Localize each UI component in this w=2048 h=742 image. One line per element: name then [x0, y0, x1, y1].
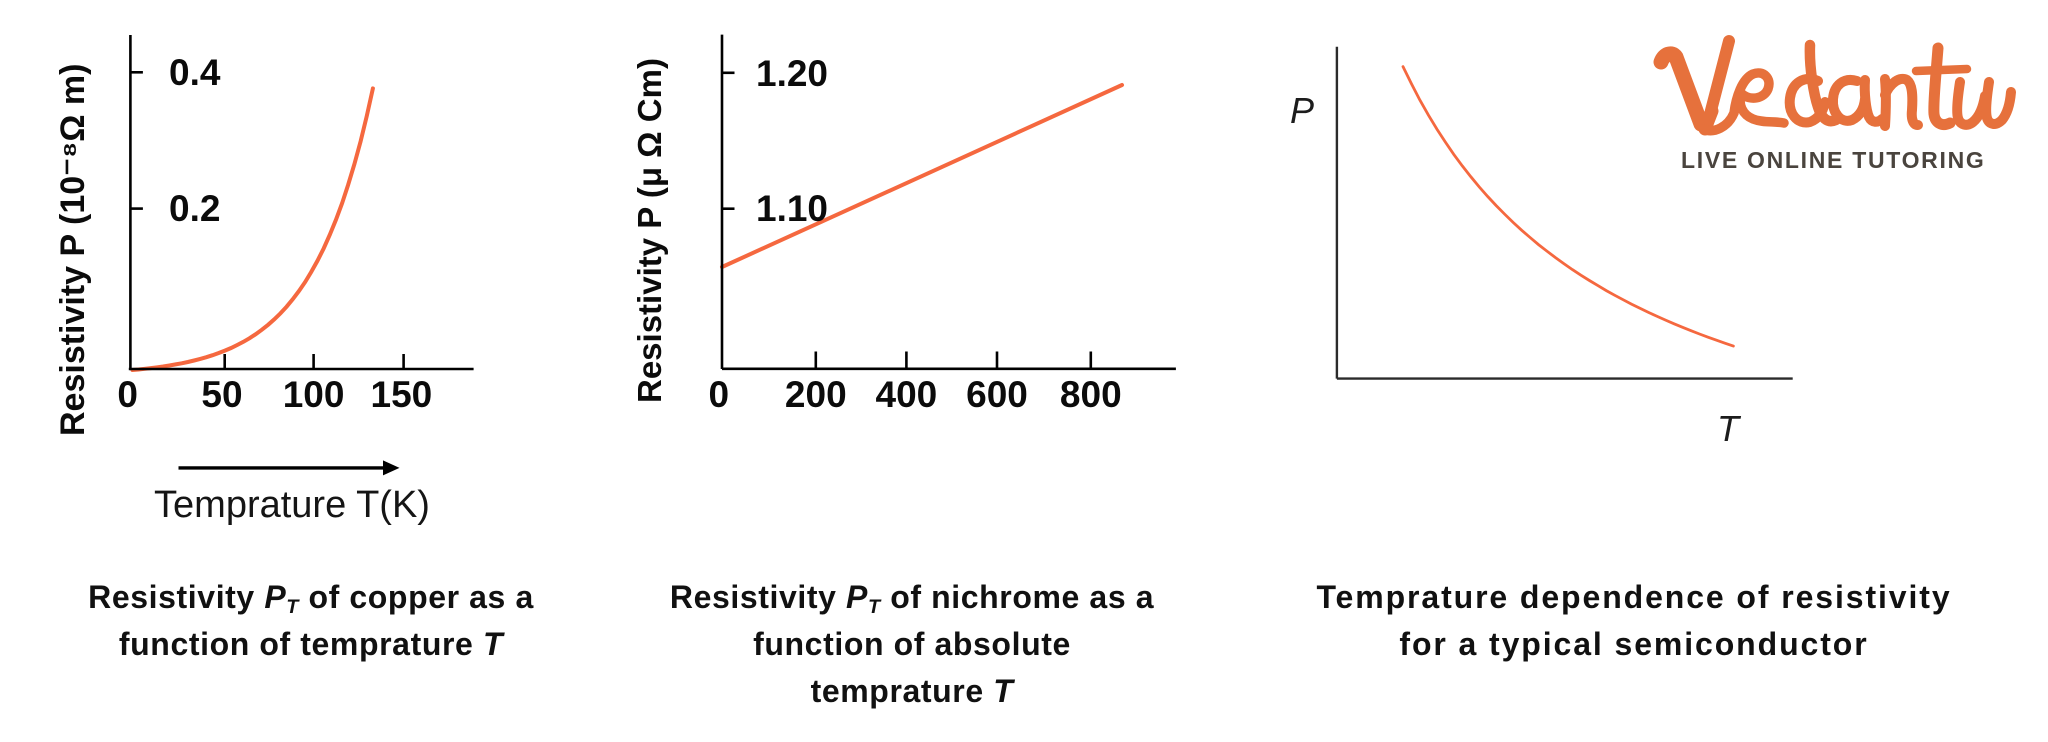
- svg-text:50: 50: [201, 374, 242, 415]
- svg-text:150: 150: [371, 374, 433, 415]
- svg-text:0.4: 0.4: [169, 52, 221, 93]
- svg-text:0.2: 0.2: [169, 188, 220, 229]
- svg-text:0: 0: [117, 374, 138, 415]
- svg-text:600: 600: [966, 374, 1028, 415]
- svg-text:0: 0: [709, 374, 730, 415]
- svg-text:200: 200: [785, 374, 847, 415]
- svg-text:Resistivity P (10⁻⁸Ω m): Resistivity P (10⁻⁸Ω m): [54, 64, 92, 436]
- svg-text:100: 100: [283, 374, 345, 415]
- svg-text:LIVE ONLINE TUTORING: LIVE ONLINE TUTORING: [1681, 147, 1985, 173]
- svg-text:T: T: [1717, 408, 1742, 449]
- svg-text:Resistivity P (μ Ω Cm): Resistivity P (μ Ω Cm): [631, 58, 668, 403]
- svg-text:P: P: [1290, 90, 1314, 131]
- svg-text:400: 400: [876, 374, 938, 415]
- svg-text:1.10: 1.10: [756, 188, 828, 229]
- svg-text:1.20: 1.20: [756, 53, 828, 94]
- svg-text:Temprature T(K): Temprature T(K): [154, 484, 430, 526]
- svg-text:800: 800: [1060, 374, 1122, 415]
